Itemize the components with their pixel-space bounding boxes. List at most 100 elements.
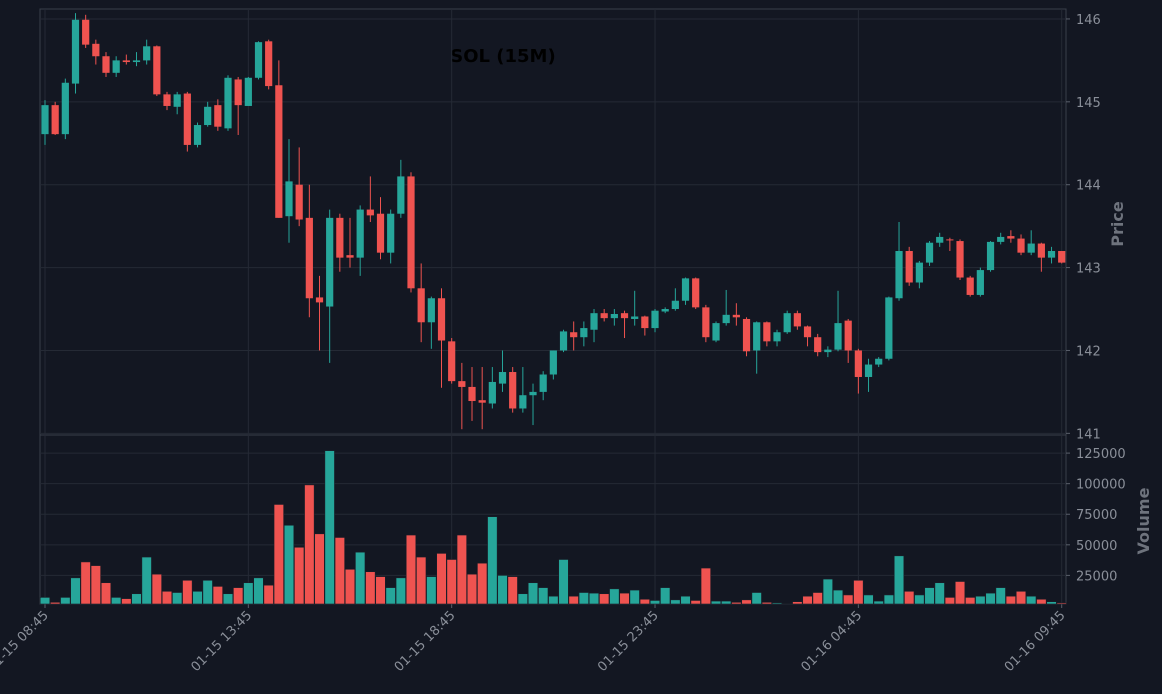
candle-body [915,262,923,283]
candle-body [986,241,995,271]
candle-body [1058,251,1066,263]
candle-body [224,77,232,129]
candle-body [692,278,700,308]
candle-body [153,46,161,95]
candle-body [773,332,781,342]
candle-body [356,209,364,258]
volume-bar [660,587,671,605]
candle-body [112,60,120,73]
volume-bar [395,577,406,605]
volume-bar [233,587,244,605]
y-tick-label: 143 [1076,262,1101,277]
candle-body [844,320,852,351]
candle-body [834,323,842,350]
volume-bar [568,595,579,605]
volume-bar [893,555,905,605]
volume-bar [1015,590,1027,605]
volume-bar [446,559,457,605]
candle-body [1017,238,1025,253]
volume-bar [1005,595,1016,605]
candle-body [173,94,181,107]
volume-bar [517,593,528,605]
chart-title: SOL (15M) [450,46,555,67]
candle-body [92,43,100,57]
candle-body [82,19,90,45]
candle-body [529,391,537,396]
volume-bar [710,600,722,605]
candle-body [803,326,812,338]
volume-bar [304,484,315,605]
volume-bar [273,504,284,605]
volume-bar [802,595,813,605]
volume-bar [649,600,661,605]
volume-bar [263,584,274,605]
volume-tick-label: 100000 [1076,478,1126,493]
candle-body [742,318,751,352]
volume-bar [832,589,844,605]
y-tick-label: 142 [1076,344,1101,359]
volume-bar [975,595,986,605]
y-axis-label: Price [1108,201,1127,247]
volume-bar [1056,602,1067,605]
candle-body [163,94,171,106]
volume-bar [192,590,203,605]
candle-body [417,288,425,323]
volume-tick-label: 125000 [1076,447,1126,462]
candle-body [590,313,598,330]
volume-bar [466,573,478,605]
candle-body [570,332,578,338]
candle-body [681,278,690,301]
volume-bar [995,587,1006,605]
volume-bar [283,524,295,605]
candle-body [905,251,913,283]
volume-bar [924,587,935,605]
candle-body [976,270,984,295]
candle-body [793,313,801,327]
candle-body [824,349,832,353]
volume-bar [538,587,549,605]
volume-bar [588,592,600,605]
candle-body [1047,251,1056,258]
volume-bar [172,592,183,605]
candle-body [448,341,456,382]
candle-body [702,307,710,338]
candle-body [387,213,395,253]
volume-bar [477,562,488,605]
candle-body [204,106,212,126]
candle-body [732,314,740,318]
volume-bar [111,597,122,605]
candle-body [509,372,517,409]
volume-bar [222,593,234,605]
candle-body [458,381,466,387]
volume-bar [741,599,752,605]
volume-bar [60,597,71,605]
candle-body [488,381,496,404]
volume-bar [365,571,376,605]
volume-bar [822,578,833,605]
candle-body [885,297,893,359]
candle-body [753,322,761,351]
candle-body [376,213,385,253]
volume-bar [1046,601,1057,605]
candle-body [519,395,527,409]
volume-bar [619,592,630,605]
volume-bar [1036,598,1047,605]
volume-bar [80,561,91,605]
candle-body [936,236,944,243]
volume-bar [253,577,264,605]
candle-body [864,364,873,377]
candle-body [925,242,934,263]
volume-bar [151,573,162,605]
candle-body [254,42,263,78]
volume-bar [670,599,681,605]
candle-body [143,46,151,61]
volume-bar [812,592,823,605]
volume-bar [944,597,955,605]
volume-bar [243,582,254,605]
candle-body [763,322,771,342]
volume-bar [141,556,152,605]
volume-bar [456,534,467,605]
y-tick-label: 146 [1076,13,1101,28]
